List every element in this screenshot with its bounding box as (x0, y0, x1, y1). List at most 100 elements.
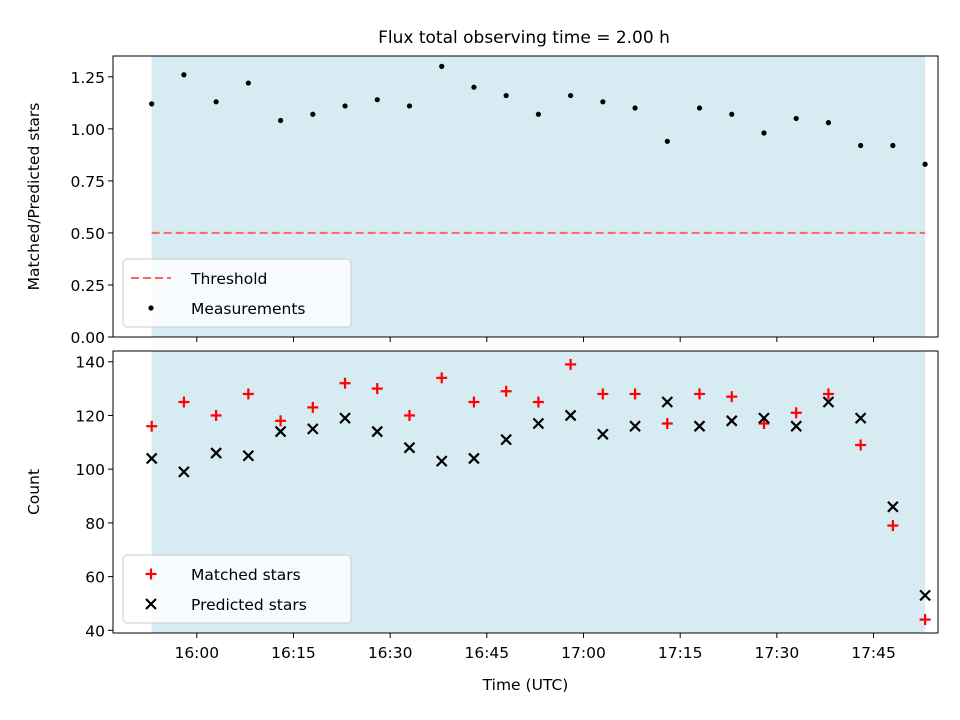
x-tick-label: 17:45 (851, 644, 896, 662)
data-point (532, 417, 545, 430)
data-point (664, 138, 670, 144)
data-point (597, 388, 609, 400)
data-point (822, 396, 835, 408)
data-point-b (532, 417, 545, 430)
data-point-b (854, 412, 867, 424)
legend-swatch-b (145, 598, 157, 610)
legend-box (122, 554, 352, 624)
data-point (178, 396, 190, 408)
data-point (790, 407, 802, 419)
legend-label: Measurements (191, 300, 306, 318)
data-point (181, 72, 187, 78)
data-point (725, 415, 738, 427)
data-point (887, 500, 899, 513)
data-point (371, 425, 384, 438)
data-point (436, 372, 448, 384)
data-point-b (887, 500, 899, 513)
data-point-b (597, 428, 609, 441)
data-point-b (500, 433, 512, 446)
y-tick-label: 120 (75, 407, 105, 425)
data-point (213, 99, 219, 105)
data-point (146, 420, 158, 432)
data-point (890, 142, 896, 149)
x-tick-label: 16:15 (271, 644, 316, 662)
data-point (565, 358, 577, 370)
flux-ratio-panel: 0.00 0.25 0.50 0.75 1.00 1.25 Matched/Predicte… (25, 55, 939, 347)
x-tick-label: 17:00 (561, 644, 606, 662)
data-point (758, 412, 770, 424)
data-point (371, 383, 383, 395)
y-tick-label: 80 (85, 515, 105, 533)
y-tick-label: 60 (85, 569, 105, 587)
data-point-b (919, 589, 931, 602)
data-point (854, 412, 867, 424)
legend-box (122, 258, 352, 328)
y-tick-label: 1.25 (70, 69, 105, 87)
x-tick-label: 17:15 (658, 644, 703, 662)
data-point-b (403, 441, 416, 454)
data-point (887, 520, 899, 532)
data-point (500, 433, 512, 446)
data-point (761, 130, 767, 136)
data-point-b (435, 455, 448, 467)
data-point (210, 447, 222, 459)
data-point (632, 105, 638, 111)
axes-frame (112, 55, 939, 338)
x-tick-label: 16:45 (464, 644, 509, 662)
data-point (149, 101, 155, 107)
legend: Matched stars Predicted stars (122, 554, 352, 624)
y-tick-label: 0.50 (70, 225, 105, 243)
data-point (568, 92, 574, 99)
data-point (245, 80, 251, 86)
data-point (435, 455, 448, 467)
chart-title: Flux total observing time = 2.00 h (378, 28, 670, 48)
data-point-b (564, 409, 577, 422)
data-point (532, 396, 544, 408)
y-axis-label: Count (25, 469, 43, 515)
data-point (468, 452, 480, 465)
legend-label: Matched stars (191, 566, 301, 584)
data-point (339, 412, 351, 424)
data-point (310, 111, 316, 117)
data-point (274, 425, 287, 438)
data-point (661, 418, 673, 430)
data-point (629, 420, 641, 432)
legend-swatch (148, 305, 154, 311)
data-point-b (790, 420, 802, 432)
data-point (342, 103, 348, 109)
y-tick-label: 140 (75, 354, 105, 372)
x-axis-label: Time (UTC) (482, 676, 569, 694)
data-point-b (210, 447, 222, 459)
data-point (858, 142, 864, 149)
data-point (275, 415, 287, 427)
legend-label: Threshold (190, 270, 267, 288)
axes-frame (112, 350, 939, 634)
data-point (503, 92, 509, 99)
data-point (210, 409, 222, 421)
data-point (661, 396, 674, 408)
data-point (500, 385, 512, 397)
data-point (242, 388, 254, 400)
y-tick-label: 0.25 (70, 277, 105, 295)
data-point (468, 396, 480, 408)
star-count-panel: 40 60 80 100 120 140 16:00 16:15 16:30 16:45 17:00… (25, 350, 939, 694)
y-tick-label: 100 (75, 461, 105, 479)
legend-label: Predicted stars (191, 596, 307, 614)
data-point (600, 99, 606, 105)
y-tick-label: 40 (85, 622, 105, 640)
data-point (403, 441, 416, 454)
data-point (339, 377, 351, 389)
data-point (406, 103, 413, 109)
data-point (564, 409, 577, 422)
data-point (825, 120, 832, 126)
legend: Threshold Measurements (122, 258, 352, 328)
data-point (374, 97, 380, 103)
data-point-b (629, 420, 641, 432)
data-point (855, 439, 867, 451)
data-point (793, 115, 799, 122)
data-point-b (145, 452, 158, 465)
x-tick-label: 16:30 (368, 644, 413, 662)
data-point-b (371, 425, 384, 438)
data-point-b (339, 412, 351, 424)
